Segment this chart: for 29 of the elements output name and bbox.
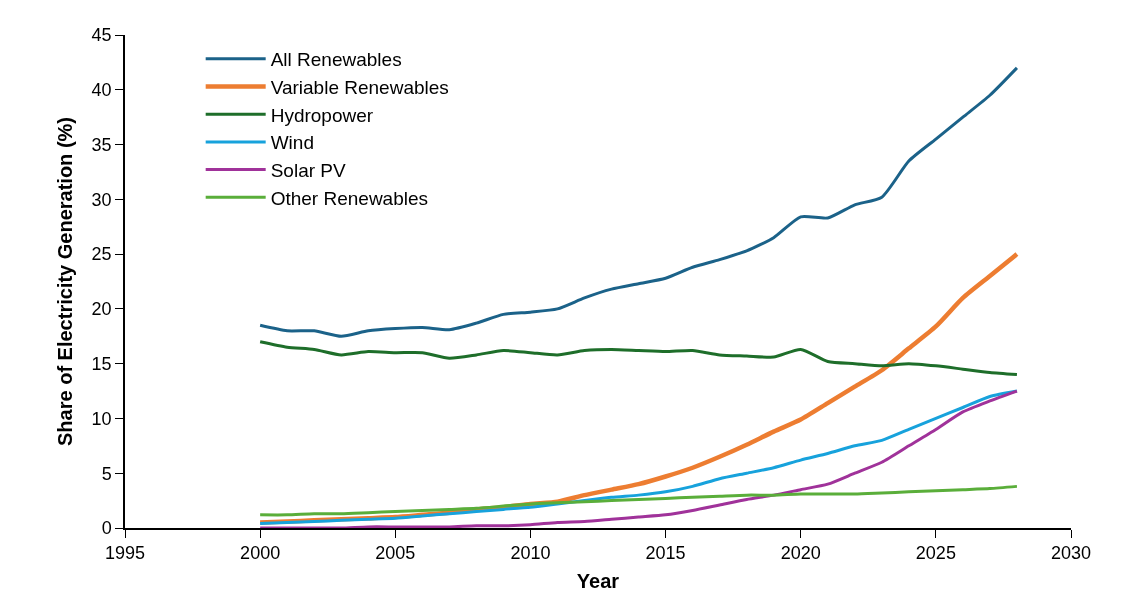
y-tick-label: 35 (91, 134, 112, 155)
y-tick-label: 45 (91, 25, 112, 46)
legend-label: Solar PV (270, 159, 346, 181)
y-tick-label: 30 (91, 189, 112, 210)
legend-label: Hydropower (270, 104, 374, 126)
x-axis-title: Year (576, 570, 620, 593)
x-tick-label: 2020 (780, 543, 821, 564)
line-series (258, 66, 1019, 338)
legend-label: Wind (270, 132, 314, 154)
y-tick-label: 25 (91, 244, 112, 265)
y-tick-label: 10 (91, 408, 112, 429)
legend-label: Other Renewables (270, 187, 429, 209)
line-series (258, 340, 1019, 377)
x-tick-label: 2025 (915, 543, 956, 564)
x-tick-label: 2030 (1050, 543, 1092, 564)
x-tick-label: 1995 (104, 543, 146, 564)
x-tick-label: 2010 (510, 543, 551, 564)
y-tick-label: 20 (91, 299, 112, 320)
y-tick-label: 5 (101, 463, 112, 484)
y-axis-title: Share of Electricity Generation (%) (53, 117, 76, 446)
x-tick-label: 2015 (645, 543, 686, 564)
legend-label: Variable Renewables (270, 76, 449, 98)
legend-label: All Renewables (270, 49, 402, 71)
y-tick-label: 0 (101, 518, 112, 539)
y-tick-label: 15 (91, 353, 112, 374)
y-tick-label: 40 (91, 80, 112, 101)
x-tick-label: 2000 (240, 543, 281, 564)
line-series (258, 484, 1019, 517)
x-tick-label: 2005 (375, 543, 416, 564)
